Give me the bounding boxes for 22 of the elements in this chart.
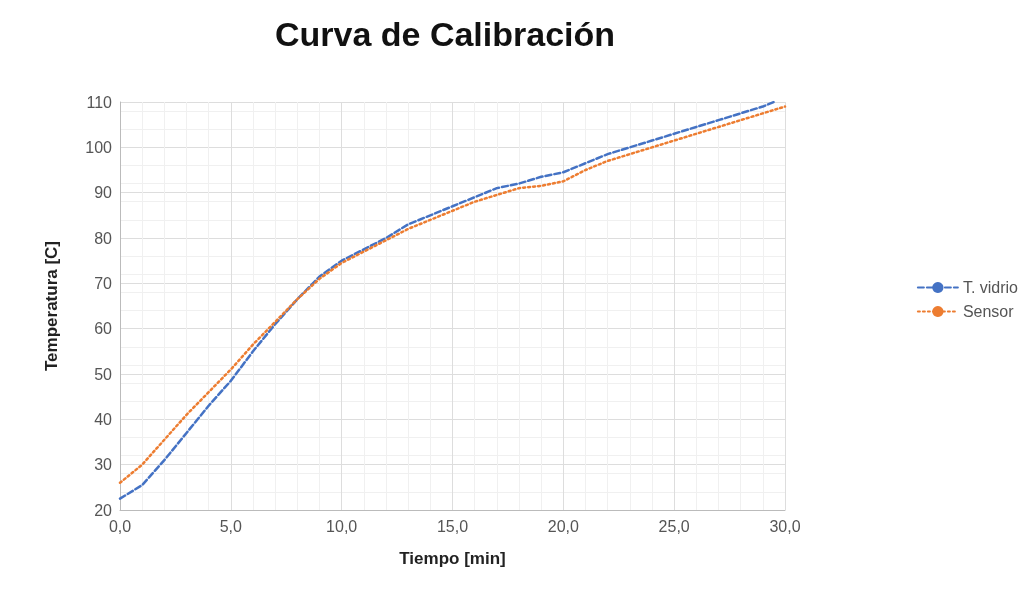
legend-label: Sensor bbox=[962, 303, 1015, 320]
x-tick-label: 30,0 bbox=[769, 517, 801, 535]
x-axis-title: Tiempo [min] bbox=[399, 549, 506, 568]
y-tick-label: 40 bbox=[94, 410, 113, 428]
chart-title: Curva de Calibración bbox=[274, 15, 616, 53]
y-tick-label: 110 bbox=[86, 93, 113, 111]
y-tick-label: 90 bbox=[94, 184, 113, 202]
y-tick-label: 60 bbox=[94, 320, 113, 338]
y-axis-title: Temperatura [C] bbox=[42, 240, 61, 372]
x-tick-label: 25,0 bbox=[658, 517, 690, 535]
y-tick-label: 50 bbox=[94, 365, 113, 383]
y-tick-label: 100 bbox=[85, 138, 113, 156]
y-tick-label: 30 bbox=[94, 456, 113, 474]
legend-label: T. vidrio bbox=[962, 279, 1019, 296]
x-tick-label: 5,0 bbox=[219, 517, 243, 535]
x-tick-label: 20,0 bbox=[547, 517, 580, 535]
y-tick-label: 70 bbox=[94, 274, 113, 292]
y-tick-label: 20 bbox=[94, 501, 113, 519]
x-tick-label: 10,0 bbox=[326, 517, 358, 535]
x-tick-label: 0,0 bbox=[108, 517, 132, 535]
x-tick-label: 15,0 bbox=[436, 517, 469, 535]
y-tick-label: 80 bbox=[94, 229, 113, 247]
